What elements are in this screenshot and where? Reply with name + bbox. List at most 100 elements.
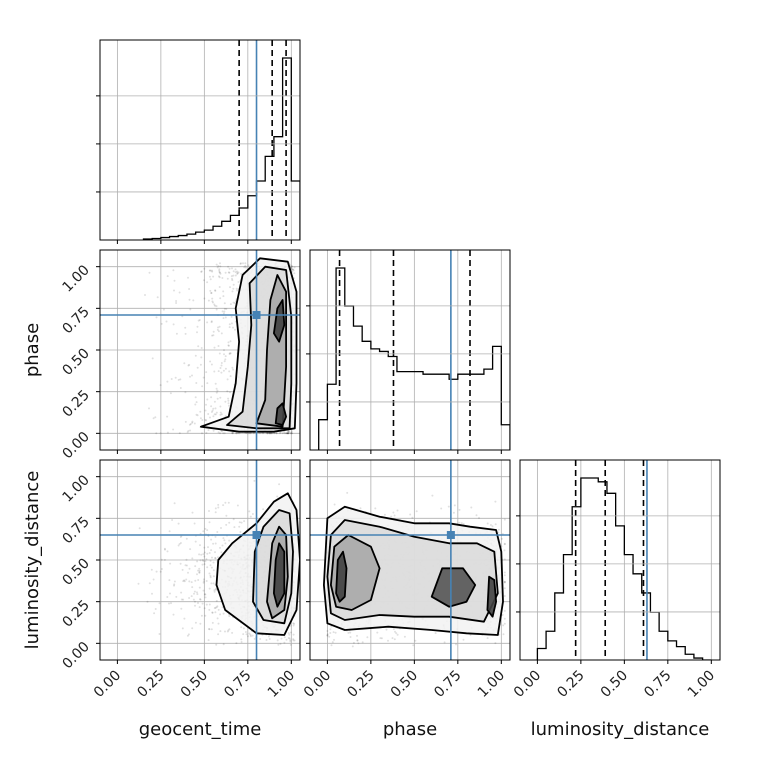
scatter-point	[215, 308, 218, 311]
scatter-point	[330, 644, 333, 647]
scatter-point	[190, 595, 193, 598]
scatter-point	[217, 506, 220, 509]
scatter-point	[246, 432, 249, 435]
scatter-point	[172, 323, 175, 326]
y-tick-label: 0.00	[59, 429, 92, 462]
scatter-point	[198, 571, 201, 574]
scatter-point	[175, 595, 178, 598]
scatter-point	[224, 316, 227, 319]
panel-luminosity_distance_vs_geocent_time: 0.00 0.25 0.50 0.75 1.00 0.00 0.25 0.50 0.75 1.00	[59, 459, 301, 701]
scatter-point	[171, 519, 174, 521]
x-tick-label: 0.00	[91, 668, 124, 701]
scatter-point	[236, 272, 239, 275]
scatter-point	[203, 555, 206, 558]
scatter-point	[234, 274, 237, 277]
scatter-point	[210, 582, 213, 585]
scatter-point	[172, 613, 175, 616]
scatter-point	[292, 269, 295, 272]
scatter-point	[396, 509, 399, 512]
scatter-point	[243, 520, 246, 523]
scatter-point	[184, 332, 187, 335]
scatter-point	[222, 643, 225, 646]
scatter-point	[214, 535, 217, 538]
scatter-point	[215, 305, 218, 308]
scatter-point	[245, 633, 248, 636]
scatter-point	[187, 633, 190, 636]
scatter-point	[208, 603, 211, 606]
scatter-point	[231, 631, 234, 634]
scatter-point	[409, 513, 412, 516]
scatter-point	[185, 537, 188, 540]
x-axis-title: geocent_time	[139, 719, 262, 740]
scatter-point	[230, 315, 233, 318]
scatter-point	[202, 530, 205, 533]
scatter-point	[233, 526, 236, 529]
scatter-point	[239, 531, 242, 533]
scatter-point	[237, 271, 240, 274]
scatter-point	[211, 270, 214, 273]
scatter-point	[188, 567, 191, 570]
scatter-point	[159, 570, 162, 573]
scatter-point	[216, 389, 219, 392]
scatter-point	[249, 432, 252, 435]
scatter-point	[206, 382, 209, 385]
scatter-point	[284, 432, 287, 435]
scatter-point	[218, 325, 221, 328]
scatter-point	[503, 558, 506, 561]
scatter-point	[201, 563, 204, 566]
scatter-point	[173, 580, 176, 583]
scatter-point	[224, 271, 227, 274]
scatter-point	[291, 268, 294, 271]
scatter-point	[228, 404, 230, 407]
scatter-point	[148, 582, 151, 585]
scatter-point	[494, 523, 497, 526]
scatter-point	[501, 613, 504, 616]
x-tick-label: 0.25	[554, 668, 587, 701]
scatter-point	[291, 432, 294, 435]
scatter-point	[221, 544, 224, 547]
scatter-point	[185, 564, 188, 567]
scatter-point	[285, 638, 288, 641]
scatter-point	[351, 645, 354, 648]
scatter-point	[242, 262, 244, 265]
scatter-point	[210, 321, 213, 324]
scatter-point	[182, 598, 185, 601]
scatter-point	[220, 551, 223, 554]
scatter-point	[210, 411, 213, 413]
scatter-point	[210, 363, 213, 366]
scatter-point	[185, 558, 188, 561]
scatter-point	[352, 641, 355, 644]
scatter-point	[205, 403, 207, 406]
scatter-point	[188, 423, 191, 426]
scatter-point	[219, 546, 221, 549]
scatter-point	[225, 523, 228, 526]
scatter-point	[217, 633, 220, 636]
scatter-point	[252, 432, 255, 435]
scatter-point	[286, 432, 289, 435]
scatter-point	[199, 417, 202, 420]
x-tick-label: 1.00	[685, 668, 718, 701]
scatter-point	[191, 557, 194, 560]
scatter-point	[196, 325, 199, 328]
scatter-point	[359, 507, 362, 510]
scatter-point	[211, 611, 214, 614]
scatter-point	[237, 432, 239, 435]
scatter-point	[214, 542, 217, 545]
panel-frame	[99, 249, 301, 451]
scatter-point	[195, 413, 198, 416]
panel-frame	[99, 459, 301, 661]
scatter-point	[222, 432, 225, 435]
scatter-point	[228, 326, 231, 329]
scatter-point	[154, 608, 157, 610]
scatter-point	[206, 552, 209, 555]
scatter-point	[188, 298, 191, 301]
scatter-point	[198, 553, 201, 556]
scatter-point	[216, 397, 219, 400]
scatter-point	[224, 501, 227, 504]
scatter-point	[155, 316, 158, 319]
scatter-point	[462, 523, 465, 525]
scatter-point	[240, 638, 243, 641]
scatter-point	[208, 510, 210, 512]
scatter-point	[152, 578, 155, 581]
scatter-point	[179, 536, 182, 538]
